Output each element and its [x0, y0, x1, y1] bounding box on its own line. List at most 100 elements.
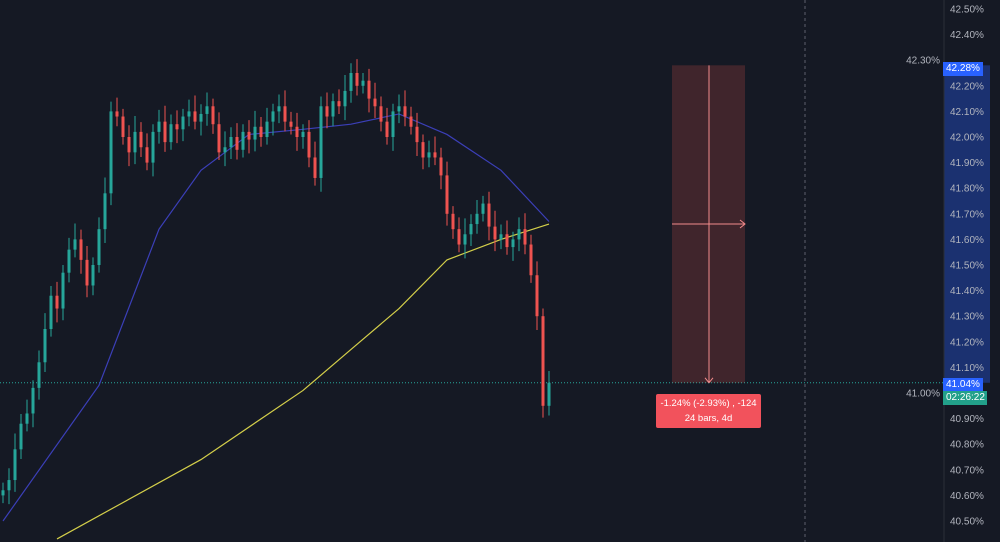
- measure-label: -1.24% (-2.93%) , -124 24 bars, 4d: [656, 394, 761, 428]
- candle-body: [97, 229, 101, 265]
- candle-body: [349, 73, 353, 91]
- candle-body: [409, 116, 413, 127]
- candle-body: [469, 224, 473, 235]
- candle-body: [31, 387, 35, 414]
- candle-body: [277, 106, 281, 112]
- price-tick-label: 40.90%: [950, 414, 984, 425]
- candle-body: [73, 239, 77, 250]
- price-tick-label: 42.00%: [950, 133, 984, 144]
- candle-body: [85, 259, 89, 286]
- candle-body: [181, 116, 185, 130]
- candle-body: [7, 480, 11, 491]
- candle-body: [511, 239, 515, 248]
- axis-measure-highlight: [944, 65, 990, 383]
- candle-body: [319, 106, 323, 178]
- price-tick-label: 41.90%: [950, 158, 984, 169]
- candle-body: [55, 295, 59, 309]
- arrow-right-icon: [739, 219, 746, 229]
- candle-body: [427, 152, 431, 158]
- candle-body: [199, 113, 203, 122]
- candle-body: [229, 137, 233, 148]
- candle-body: [283, 106, 287, 122]
- candle-body: [25, 413, 29, 424]
- candle-body: [115, 111, 119, 117]
- price-tick-label: 41.60%: [950, 235, 984, 246]
- candle-body: [259, 126, 263, 137]
- candle-body: [403, 106, 407, 117]
- moving-average-line-2: [56, 223, 550, 540]
- candle-body: [211, 106, 215, 125]
- candle-body: [433, 152, 437, 158]
- candle-body: [397, 106, 401, 112]
- candle-body: [355, 73, 359, 86]
- price-tick-label: 42.40%: [950, 30, 984, 41]
- candle-body: [13, 449, 17, 481]
- candle-body: [493, 226, 497, 240]
- price-tick-label: 41.80%: [950, 184, 984, 195]
- price-tick-label: 42.10%: [950, 107, 984, 118]
- candle-body: [217, 124, 221, 153]
- candle-body: [139, 131, 143, 148]
- measure-change: -1.24% (-2.93%) , -124: [660, 398, 757, 409]
- candle-body: [331, 101, 335, 117]
- candle-body: [361, 80, 365, 86]
- candle-body: [451, 213, 455, 230]
- price-tick-label: 41.00%: [906, 389, 940, 400]
- price-tick-label: 42.20%: [950, 81, 984, 92]
- candle-body: [43, 329, 47, 363]
- candle-body: [127, 137, 131, 153]
- candle-body: [301, 131, 305, 137]
- candle-body: [163, 121, 167, 143]
- candle-body: [541, 316, 545, 406]
- candle-body: [547, 382, 551, 406]
- candle-body: [253, 126, 257, 140]
- price-tick-label: 42.30%: [906, 56, 940, 67]
- candle-body: [1, 490, 5, 496]
- candle-body: [439, 157, 443, 176]
- price-tick-label: 40.80%: [950, 440, 984, 451]
- candle-body: [37, 362, 41, 388]
- candle-body: [193, 111, 197, 122]
- candle-body: [379, 106, 383, 122]
- price-tick-label: 41.20%: [950, 337, 984, 348]
- candle-body: [133, 131, 137, 153]
- price-tick-label: 40.70%: [950, 465, 984, 476]
- candle-body: [517, 229, 521, 240]
- candle-body: [487, 203, 491, 227]
- candle-body: [367, 80, 371, 99]
- measure-bars: 24 bars, 4d: [684, 413, 733, 424]
- price-tick-label: 42.50%: [950, 5, 984, 16]
- candle-body: [235, 137, 239, 150]
- candle-body: [385, 121, 389, 137]
- candle-body: [391, 111, 395, 137]
- candle-body: [535, 275, 539, 317]
- price-tick-label: 41.10%: [950, 363, 984, 374]
- candle-body: [265, 121, 269, 137]
- candle-body: [19, 423, 23, 450]
- candle-body: [475, 213, 479, 225]
- candle-body: [205, 106, 209, 114]
- moving-average-line-1: [2, 113, 550, 522]
- candle-body: [337, 101, 341, 107]
- candle-body: [169, 124, 173, 143]
- candle-body: [313, 157, 317, 178]
- candle-body: [499, 234, 503, 240]
- candle-body: [175, 124, 179, 130]
- price-tick-label: 41.30%: [950, 312, 984, 323]
- candle-body: [151, 131, 155, 163]
- candle-body: [307, 131, 311, 158]
- candle-body: [121, 116, 125, 137]
- candle-body: [145, 147, 149, 163]
- candle-body: [109, 111, 113, 194]
- candle-body: [457, 229, 461, 245]
- candle-body: [505, 234, 509, 248]
- price-tick-label: 41.40%: [950, 286, 984, 297]
- candle-body: [241, 131, 245, 150]
- candle-body: [523, 229, 527, 245]
- arrow-down-icon: [704, 377, 714, 384]
- candle-body: [421, 142, 425, 158]
- candle-body: [463, 234, 467, 245]
- price-tick-label: 40.60%: [950, 491, 984, 502]
- candle-body: [67, 249, 71, 273]
